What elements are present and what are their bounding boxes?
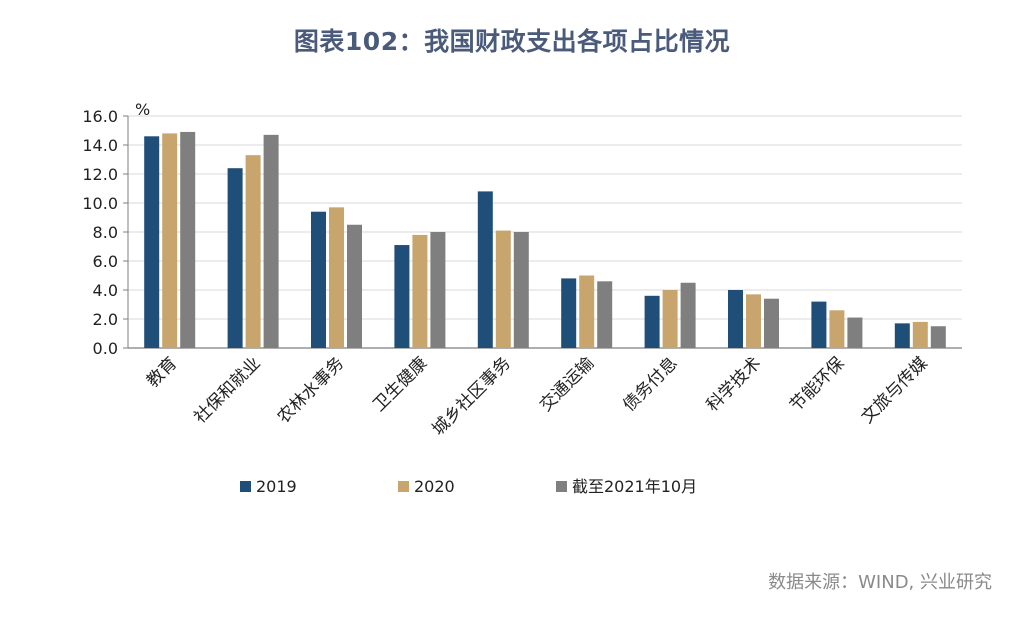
bar-2019 xyxy=(894,323,910,348)
category-label: 科学技术 xyxy=(703,353,765,415)
legend-label: 2019 xyxy=(256,477,297,496)
bar-截至2021年10月 xyxy=(597,281,613,348)
bar-截至2021年10月 xyxy=(263,134,279,348)
legend-label: 2020 xyxy=(414,477,455,496)
bar-截至2021年10月 xyxy=(180,131,196,348)
y-tick-label: 12.0 xyxy=(82,165,118,184)
bar-2020 xyxy=(662,290,678,348)
y-tick-label: 8.0 xyxy=(93,223,118,242)
y-tick-label: 4.0 xyxy=(93,281,118,300)
bar-2020 xyxy=(579,275,595,348)
legend: 2019 2020 截至2021年10月 xyxy=(240,477,697,496)
bar-2019 xyxy=(477,191,493,348)
legend-swatch xyxy=(240,481,251,492)
bar-截至2021年10月 xyxy=(347,224,362,348)
bar-2019 xyxy=(144,136,160,348)
bars xyxy=(144,131,946,348)
category-label: 文旅与传媒 xyxy=(858,353,932,427)
category-label: 农林水事务 xyxy=(274,353,348,427)
bar-截至2021年10月 xyxy=(680,282,696,348)
legend-label: 截至2021年10月 xyxy=(572,477,697,496)
bar-2020 xyxy=(829,310,845,348)
legend-swatch xyxy=(398,481,409,492)
category-label: 城乡社区事务 xyxy=(429,353,515,439)
bar-2020 xyxy=(912,321,928,348)
source-note: 数据来源：WIND, 兴业研究 xyxy=(768,572,992,593)
category-label: 债务付息 xyxy=(619,353,681,415)
bar-2020 xyxy=(329,207,344,348)
bar-2020 xyxy=(495,230,511,348)
chart-title: 图表102：我国财政支出各项占比情况 xyxy=(293,27,731,56)
bar-截至2021年10月 xyxy=(430,232,446,348)
y-tick-label: 16.0 xyxy=(82,107,118,126)
bar-2020 xyxy=(412,234,428,348)
category-label: 社保和就业 xyxy=(190,353,264,427)
y-tick-label: 0.0 xyxy=(93,339,118,358)
y-tick-label: 14.0 xyxy=(82,136,118,155)
bar-2019 xyxy=(811,301,827,348)
bar-2019 xyxy=(561,278,577,348)
bar-截至2021年10月 xyxy=(847,317,863,348)
bar-2019 xyxy=(227,168,243,348)
bar-2019 xyxy=(728,290,743,348)
y-tick-label: 6.0 xyxy=(93,252,118,271)
bar-2020 xyxy=(746,294,761,348)
y-tick-label: 10.0 xyxy=(82,194,118,213)
category-label: 卫生健康 xyxy=(369,353,431,415)
y-axis-unit-label: % xyxy=(135,100,150,119)
legend-swatch xyxy=(556,481,567,492)
bar-2019 xyxy=(394,245,410,348)
bar-截至2021年10月 xyxy=(513,232,529,348)
y-tick-label: 2.0 xyxy=(93,310,118,329)
bar-2019 xyxy=(644,295,660,348)
bar-2019 xyxy=(311,211,326,348)
bar-2020 xyxy=(245,155,261,348)
category-label: 教育 xyxy=(143,353,181,391)
bar-2020 xyxy=(162,133,178,348)
bar-截至2021年10月 xyxy=(764,298,779,348)
category-label: 节能环保 xyxy=(786,353,848,415)
category-label: 交通运输 xyxy=(536,353,598,415)
bar-截至2021年10月 xyxy=(930,326,946,348)
